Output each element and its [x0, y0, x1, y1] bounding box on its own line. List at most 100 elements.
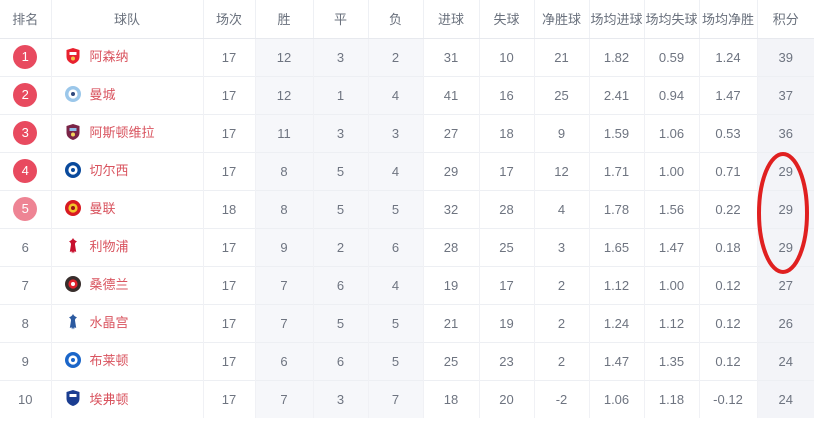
stat-cell-ga: 23: [479, 341, 535, 380]
team-name: 切尔西: [89, 163, 129, 179]
stat-cell-loss: 5: [368, 189, 424, 228]
stat-cell-loss: 2: [368, 38, 424, 76]
stat-cell-draw: 5: [313, 151, 369, 190]
table-row: 4 切尔西 17 8 5 4 29 17 12 1.71 1.00 0.71 29: [0, 151, 814, 190]
stat-cell-draw: 5: [313, 303, 369, 342]
rank-badge: 4: [13, 159, 38, 183]
column-header-team: 球队: [51, 0, 204, 39]
team-name: 水晶宫: [89, 315, 129, 331]
team-link[interactable]: 布莱顿: [64, 350, 129, 369]
stat-cell-gd_avg: 0.12: [699, 303, 758, 342]
column-header-rank: 排名: [0, 0, 52, 39]
stat-cell-gf_avg: 2.41: [589, 75, 645, 114]
man-united-crest-icon: [64, 199, 82, 217]
team-name: 阿斯顿维拉: [89, 125, 155, 141]
rank-badge: 5: [13, 197, 38, 221]
stat-cell-gf_avg: 1.59: [589, 113, 645, 152]
team-link[interactable]: 曼联: [64, 198, 116, 217]
stat-cell-played: 17: [203, 151, 256, 190]
stat-cell-gd: 9: [534, 113, 590, 152]
man-city-crest-icon: [64, 85, 82, 103]
rank-cell: 9: [0, 341, 52, 380]
column-header-wins: 胜: [255, 0, 314, 39]
column-header-goals-for: 进球: [423, 0, 480, 39]
stat-cell-draw: 3: [313, 379, 369, 418]
column-header-losses: 负: [368, 0, 424, 39]
rank-cell: 6: [0, 227, 52, 266]
team-link[interactable]: 利物浦: [64, 236, 129, 255]
stat-cell-gf: 21: [423, 303, 480, 342]
stat-cell-gf: 27: [423, 113, 480, 152]
team-link[interactable]: 埃弗顿: [64, 389, 129, 408]
stat-cell-win: 7: [255, 265, 314, 304]
stat-cell-win: 7: [255, 379, 314, 418]
table-body: 1 阿森纳 17 12 3 2 31 10 21 1.82 0.59 1.24 39 2 曼城 17 12 1…: [0, 38, 814, 418]
stat-cell-gf_avg: 1.47: [589, 341, 645, 380]
table-row: 1 阿森纳 17 12 3 2 31 10 21 1.82 0.59 1.24 39: [0, 38, 814, 76]
rank-number: 8: [21, 315, 29, 331]
stat-cell-gf_avg: 1.06: [589, 379, 645, 418]
sunderland-crest-icon: [64, 275, 82, 293]
stat-cell-gf: 32: [423, 189, 480, 228]
team-link[interactable]: 曼城: [64, 84, 116, 103]
rank-cell: 8: [0, 303, 52, 342]
column-header-played: 场次: [203, 0, 256, 39]
arsenal-crest-icon: [64, 47, 82, 65]
chelsea-crest-icon: [64, 161, 82, 179]
everton-crest-icon: [64, 389, 82, 407]
stat-cell-gd: 4: [534, 189, 590, 228]
team-name: 布莱顿: [89, 353, 129, 369]
rank-badge: 2: [13, 83, 38, 107]
team-link[interactable]: 切尔西: [64, 160, 129, 179]
stat-cell-loss: 7: [368, 379, 424, 418]
stat-cell-points: 29: [757, 227, 814, 266]
stat-cell-ga: 18: [479, 113, 535, 152]
stat-cell-gf: 25: [423, 341, 480, 380]
stat-cell-gf: 31: [423, 38, 480, 76]
stat-cell-points: 39: [757, 38, 814, 76]
table-row: 7 桑德兰 17 7 6 4 19 17 2 1.12 1.00 0.12 27: [0, 265, 814, 304]
stat-cell-gf: 28: [423, 227, 480, 266]
stat-cell-gd_avg: -0.12: [699, 379, 758, 418]
stat-cell-draw: 5: [313, 189, 369, 228]
rank-cell: 1: [0, 38, 52, 76]
team-link[interactable]: 水晶宫: [64, 312, 129, 331]
table-row: 5 曼联 18 8 5 5 32 28 4 1.78 1.56 0.22 29: [0, 189, 814, 228]
stat-cell-ga_avg: 0.59: [644, 38, 700, 76]
rank-number: 9: [21, 353, 29, 369]
stat-cell-gd: 2: [534, 265, 590, 304]
stat-cell-played: 17: [203, 341, 256, 380]
stat-cell-draw: 6: [313, 265, 369, 304]
stat-cell-points: 29: [757, 189, 814, 228]
team-name: 曼城: [89, 87, 116, 103]
rank-cell: 7: [0, 265, 52, 304]
team-link[interactable]: 桑德兰: [64, 274, 129, 293]
stat-cell-played: 17: [203, 303, 256, 342]
team-link[interactable]: 阿斯顿维拉: [64, 122, 155, 141]
stat-cell-played: 17: [203, 265, 256, 304]
stat-cell-draw: 1: [313, 75, 369, 114]
stat-cell-loss: 6: [368, 227, 424, 266]
table-header-row: 排名 球队 场次 胜 平 负 进球 失球 净胜球 场均进球 场均失球 场均净胜 …: [0, 0, 814, 39]
stat-cell-gd_avg: 0.22: [699, 189, 758, 228]
stat-cell-loss: 4: [368, 151, 424, 190]
stat-cell-win: 7: [255, 303, 314, 342]
stat-cell-ga_avg: 1.00: [644, 151, 700, 190]
column-header-points: 积分: [757, 0, 814, 39]
stat-cell-ga_avg: 1.35: [644, 341, 700, 380]
team-cell: 阿斯顿维拉: [51, 113, 204, 152]
team-cell: 阿森纳: [51, 38, 204, 76]
stat-cell-draw: 6: [313, 341, 369, 380]
column-header-avg-goal-diff: 场均净胜: [699, 0, 758, 39]
stat-cell-gf_avg: 1.78: [589, 189, 645, 228]
stat-cell-win: 11: [255, 113, 314, 152]
team-cell: 利物浦: [51, 227, 204, 266]
team-link[interactable]: 阿森纳: [64, 46, 129, 65]
stat-cell-gf_avg: 1.71: [589, 151, 645, 190]
stat-cell-loss: 4: [368, 75, 424, 114]
stat-cell-gf_avg: 1.12: [589, 265, 645, 304]
column-header-draws: 平: [313, 0, 369, 39]
stat-cell-gf_avg: 1.24: [589, 303, 645, 342]
stat-cell-ga: 28: [479, 189, 535, 228]
